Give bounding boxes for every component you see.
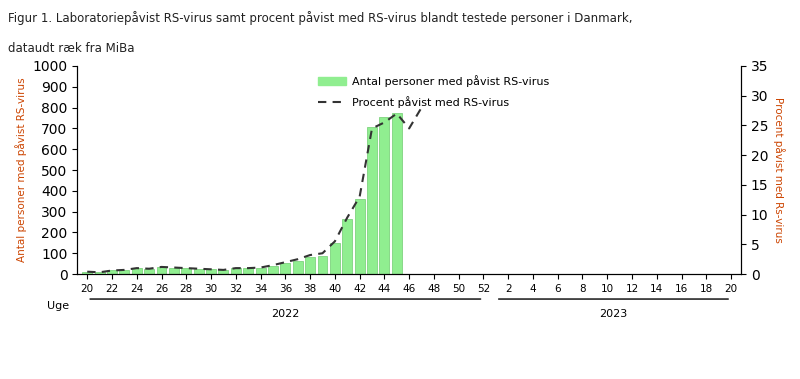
- Bar: [119, 270, 130, 274]
- Bar: [157, 267, 166, 274]
- Bar: [182, 268, 191, 274]
- Text: 2022: 2022: [271, 309, 299, 319]
- Y-axis label: Procent påvist med Rs-virus: Procent påvist med Rs-virus: [773, 97, 785, 243]
- Bar: [144, 269, 154, 274]
- Bar: [318, 256, 327, 274]
- Legend: Antal personer med påvist RS-virus, Procent påvist med RS-virus: Antal personer med påvist RS-virus, Proc…: [315, 72, 553, 111]
- Bar: [367, 127, 377, 274]
- Bar: [354, 199, 365, 274]
- Bar: [293, 260, 302, 274]
- Bar: [379, 117, 390, 274]
- Bar: [342, 219, 352, 274]
- Bar: [218, 270, 228, 274]
- Bar: [194, 269, 204, 274]
- Bar: [169, 268, 179, 274]
- Bar: [94, 273, 105, 274]
- Bar: [243, 268, 253, 274]
- Bar: [132, 268, 142, 274]
- Bar: [392, 113, 402, 274]
- Bar: [305, 257, 315, 274]
- Bar: [82, 272, 92, 274]
- Bar: [256, 268, 266, 274]
- Text: dataudt ræk fra MiBa: dataudt ræk fra MiBa: [8, 42, 134, 55]
- Text: Uge: Uge: [46, 301, 69, 311]
- Text: Figur 1. Laboratoriepåvist RS-virus samt procent påvist med RS-virus blandt test: Figur 1. Laboratoriepåvist RS-virus samt…: [8, 11, 633, 25]
- Bar: [107, 270, 117, 274]
- Bar: [330, 243, 340, 274]
- Bar: [206, 269, 216, 274]
- Bar: [268, 266, 278, 274]
- Text: 2023: 2023: [599, 309, 627, 319]
- Bar: [231, 268, 241, 274]
- Bar: [280, 263, 290, 274]
- Y-axis label: Antal personer med påvist RS-virus: Antal personer med påvist RS-virus: [15, 78, 27, 262]
